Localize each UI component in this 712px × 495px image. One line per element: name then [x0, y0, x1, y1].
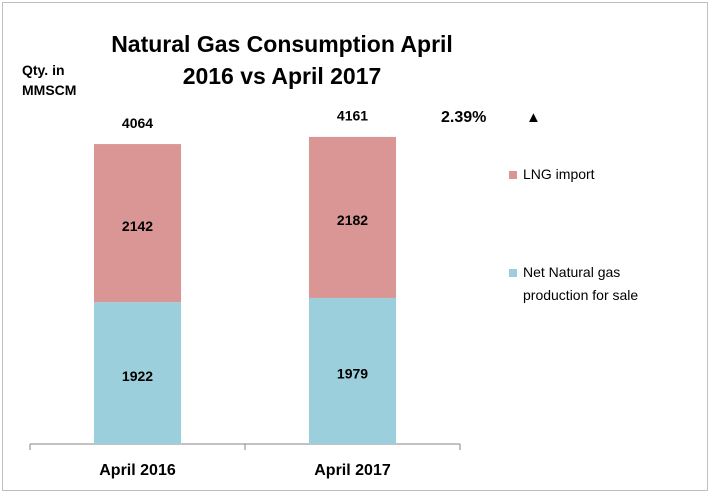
bar-segment	[308, 136, 397, 298]
legend-label: Net Natural gas production for sale	[523, 264, 639, 303]
data-label: 1979	[337, 366, 368, 382]
data-label: 2182	[337, 212, 368, 228]
change-annotation: 2.39%	[441, 109, 486, 126]
x-tick-label: April 2017	[314, 462, 391, 479]
y-axis-label: Qty. in MMSCM	[22, 62, 77, 98]
change-arrow: ▲	[526, 109, 541, 126]
total-label: 4161	[337, 108, 368, 124]
bar-segment	[93, 144, 182, 303]
total-label: 4064	[122, 115, 153, 131]
bar-segment	[93, 302, 182, 444]
legend-swatch	[509, 171, 517, 179]
chart-title: Natural Gas Consumption April 2016 vs Ap…	[111, 31, 453, 89]
bar-segment	[308, 297, 397, 444]
legend-swatch	[509, 269, 517, 277]
legend-label: LNG import	[523, 166, 595, 182]
chart-frame	[2, 2, 708, 491]
x-tick-label: April 2016	[99, 462, 176, 479]
data-label: 1922	[122, 368, 153, 384]
data-label: 2142	[122, 218, 153, 234]
